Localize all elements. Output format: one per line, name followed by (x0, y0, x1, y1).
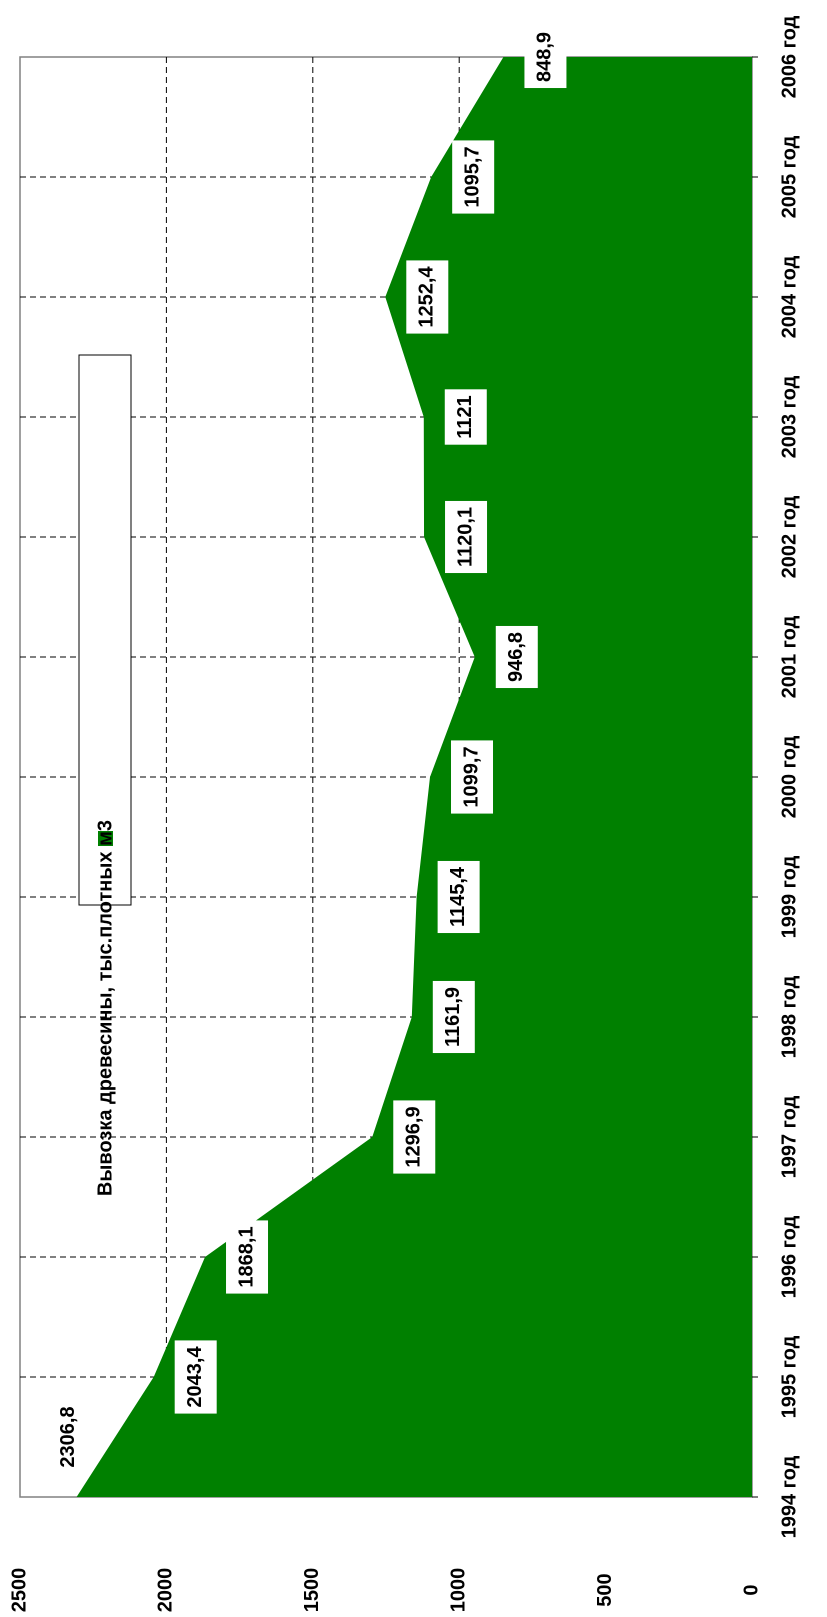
value-label: 1296,9 (403, 1106, 425, 1167)
x-tick-label: 2002 год (778, 495, 800, 578)
x-tick-label: 2006 год (778, 15, 800, 98)
value-label: 1868,1 (235, 1226, 257, 1287)
legend-swatch (98, 831, 113, 846)
value-label-box (406, 260, 449, 334)
x-tick-label: 2000 год (778, 735, 800, 818)
value-label: 1099,7 (460, 746, 482, 807)
value-label: 1121 (454, 395, 476, 438)
value-label: 1120,1 (454, 507, 476, 567)
value-label-box (451, 740, 494, 814)
value-label: 1161,9 (442, 987, 464, 1047)
x-tick-label: 2003 год (778, 375, 800, 458)
legend-box (78, 354, 132, 906)
value-label: 946,8 (505, 632, 527, 682)
y-tick-label: 500 (594, 1573, 616, 1606)
value-label: 1252,4 (416, 266, 438, 328)
y-tick-label: 0 (740, 1584, 762, 1595)
value-label-box (393, 1100, 436, 1174)
value-label: 1095,7 (461, 146, 483, 207)
value-label-box (226, 1220, 269, 1294)
value-label: 2306,8 (57, 1406, 79, 1467)
y-tick-label: 1000 (447, 1568, 469, 1613)
x-tick-label: 2005 год (778, 135, 800, 218)
value-label: 1145,4 (447, 866, 469, 927)
x-tick-label: 1996 год (778, 1215, 800, 1298)
value-label: 2043,4 (184, 1346, 206, 1408)
value-label-box (437, 860, 480, 934)
value-label-box (495, 625, 538, 689)
x-tick-label: 1997 год (778, 1095, 800, 1178)
x-tick-label: 1995 год (778, 1335, 800, 1418)
area-layer (76, 57, 752, 1497)
area (76, 57, 752, 1497)
y-tick-label: 2000 (155, 1568, 177, 1613)
value-label-box (444, 389, 487, 445)
value-label: 848,9 (534, 32, 556, 82)
value-label-box (452, 140, 495, 214)
labels-layer: 2306,8 2043,4 1868,1 1296,9 1161,9 1145,4 1099… (57, 25, 567, 1468)
y-tick-label: 1500 (301, 1568, 323, 1613)
value-label-box (174, 1340, 217, 1414)
y-tick-label: 2500 (8, 1568, 30, 1613)
x-tick-label: 2001 год (778, 615, 800, 698)
x-tick-label: 1998 год (778, 975, 800, 1058)
value-label-box (524, 25, 567, 89)
x-tick-label: 1999 год (778, 855, 800, 938)
legend-label: Вывозка древесины, тыс.плотных м3 (94, 820, 116, 1196)
x-tick-label: 1994 год (778, 1455, 800, 1538)
x-tick-label: 2004 год (778, 255, 800, 338)
value-label-box (432, 980, 475, 1054)
value-label-box (445, 500, 488, 574)
